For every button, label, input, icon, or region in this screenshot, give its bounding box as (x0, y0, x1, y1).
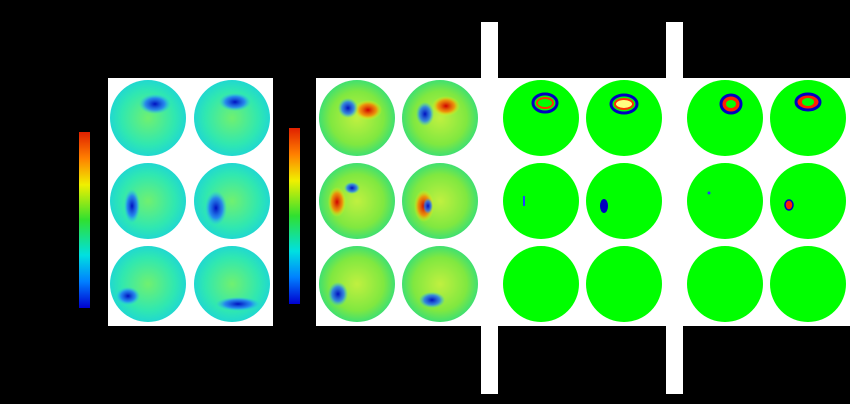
ring (802, 98, 814, 106)
disk (402, 246, 478, 322)
blob (328, 187, 346, 217)
disk (402, 163, 478, 239)
disk (586, 80, 662, 156)
disk (586, 246, 662, 322)
blob (600, 199, 608, 213)
blob (523, 196, 525, 206)
colorbar-2 (289, 128, 300, 304)
disk (319, 80, 395, 156)
disk (687, 163, 763, 239)
disk (402, 80, 478, 156)
disk (319, 163, 395, 239)
disk (110, 246, 186, 322)
disk (503, 80, 579, 156)
blob (432, 96, 460, 116)
blob (216, 297, 260, 311)
blob (219, 93, 251, 111)
blob (354, 100, 382, 120)
ring (536, 97, 554, 109)
blob (116, 287, 140, 305)
disk (110, 80, 186, 156)
disk (770, 80, 846, 156)
blob (124, 189, 140, 223)
colorbar-1 (79, 132, 90, 308)
ring (726, 100, 736, 108)
blob (205, 191, 227, 225)
panel-2 (316, 78, 850, 326)
disk (687, 246, 763, 322)
blob (328, 282, 348, 306)
blob (338, 98, 358, 118)
ring (614, 98, 634, 110)
blob (707, 191, 711, 195)
disk (110, 163, 186, 239)
disk (770, 246, 846, 322)
blob (423, 198, 433, 214)
disk (319, 246, 395, 322)
disk (194, 80, 270, 156)
disk (770, 163, 846, 239)
ring (609, 93, 639, 115)
blob (139, 94, 171, 114)
disk (586, 163, 662, 239)
blob (416, 102, 434, 126)
blob (344, 182, 360, 194)
disk (503, 163, 579, 239)
disk (687, 80, 763, 156)
ring (531, 92, 559, 114)
blob (784, 199, 794, 211)
blob (419, 292, 445, 308)
divider-1 (481, 22, 498, 394)
disk (194, 163, 270, 239)
disk (503, 246, 579, 322)
divider-2 (666, 22, 683, 394)
